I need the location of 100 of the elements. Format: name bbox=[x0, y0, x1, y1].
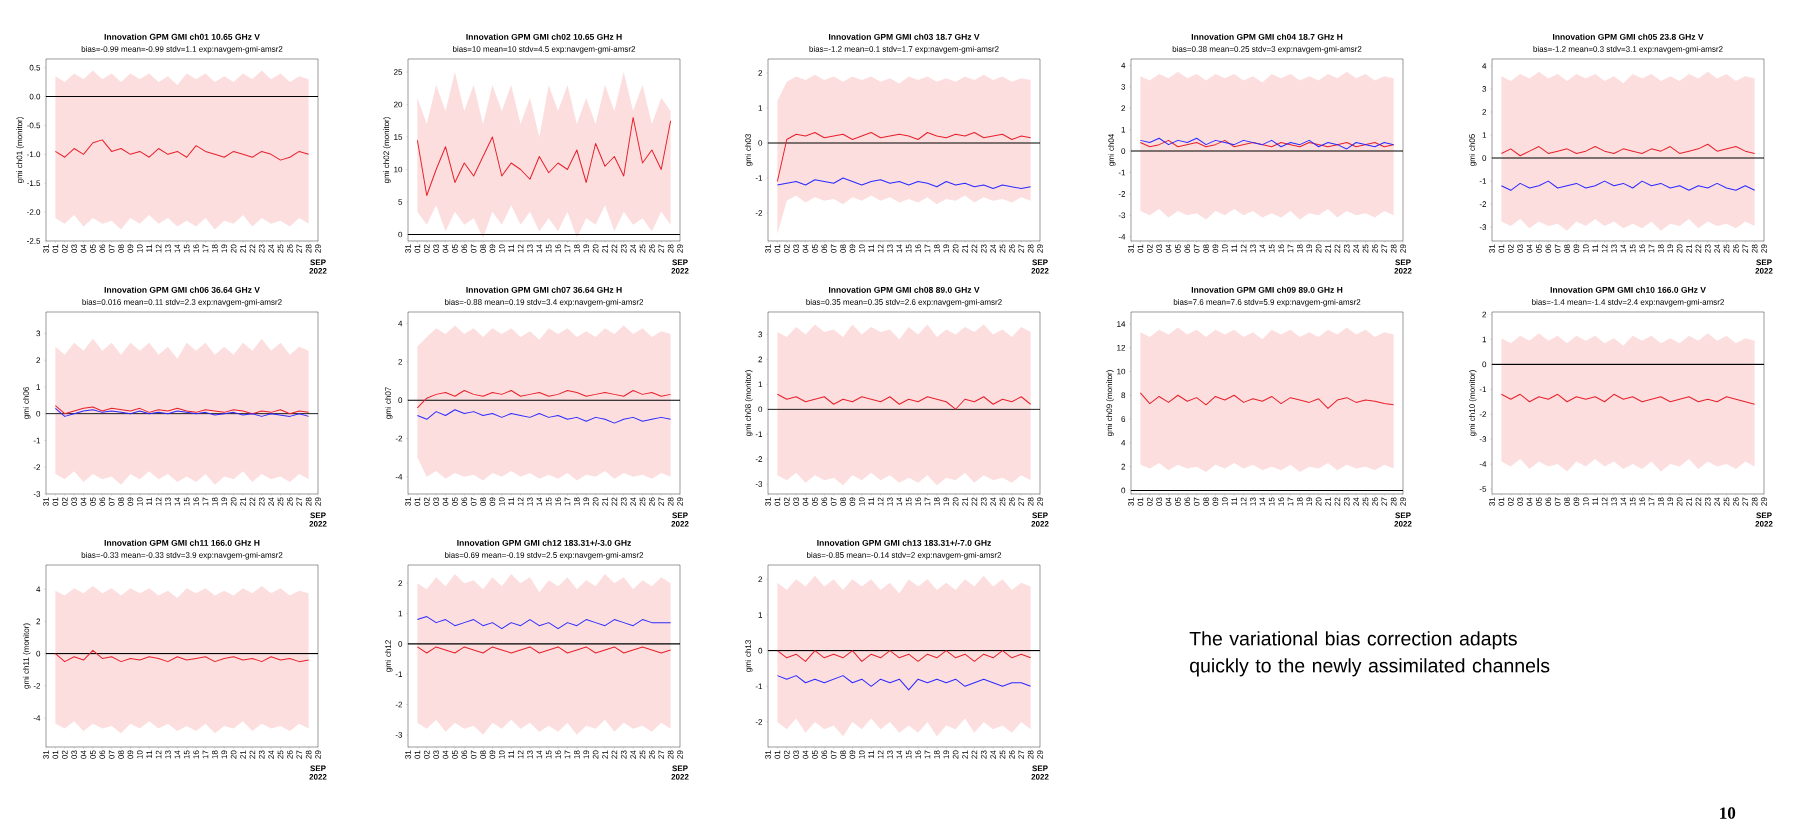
line-series bbox=[54, 649, 310, 663]
x-tick-label: 05 bbox=[452, 497, 458, 506]
x-tick-label: 18 bbox=[934, 497, 940, 506]
x-tick-label: 14 bbox=[896, 244, 903, 253]
x-tick-label: 11 bbox=[868, 497, 874, 505]
y-tick-label: 0 bbox=[1121, 148, 1126, 154]
x-tick-label: 03 bbox=[433, 497, 439, 506]
x-tick-label: 11 bbox=[1592, 497, 1598, 505]
x-tick-label: 31 bbox=[405, 750, 411, 759]
x-tick-label: 03 bbox=[793, 750, 799, 759]
y-tick-label: -1.0 bbox=[27, 151, 41, 158]
y-tick-label: 0 bbox=[36, 650, 41, 657]
x-tick-label: 17 bbox=[564, 750, 571, 759]
x-tick-label: 16 bbox=[1278, 497, 1284, 506]
x-tick-label: 16 bbox=[193, 244, 199, 253]
x-tick-label: 07 bbox=[830, 750, 837, 759]
y-tick-label: -2 bbox=[395, 701, 403, 708]
x-tick-label: 31 bbox=[1128, 497, 1134, 506]
x-tick-label: 24 bbox=[1714, 497, 1720, 506]
x-tick-label: 02 bbox=[1507, 244, 1514, 253]
x-tick-label: 14 bbox=[174, 497, 181, 506]
chart-title: Innovation GPM GMI ch03 18.7 GHz V bbox=[829, 33, 980, 40]
x-tick-label: 24 bbox=[1353, 497, 1359, 506]
x-tick-label: 06 bbox=[99, 497, 106, 506]
x-tick-label: 29 bbox=[315, 244, 321, 253]
x-tick-label: 26 bbox=[1009, 497, 1015, 506]
x-tick-label: 21 bbox=[962, 750, 968, 759]
x-axis-title: SEP 2022 bbox=[309, 512, 327, 527]
x-tick-label: 18 bbox=[212, 750, 218, 759]
x-tick-label: 17 bbox=[1287, 244, 1294, 253]
y-tick-label: 1 bbox=[758, 381, 763, 388]
x-tick-label: 07 bbox=[1193, 497, 1200, 506]
y-axis-title: gmi ch03 bbox=[745, 134, 753, 166]
x-tick-label: 16 bbox=[193, 497, 199, 506]
x-tick-label: 26 bbox=[1372, 244, 1378, 253]
x-tick-label: 25 bbox=[1362, 497, 1369, 506]
x-tick-label: 13 bbox=[165, 750, 171, 759]
x-tick-label: 28 bbox=[1751, 497, 1758, 506]
x-tick-label: 09 bbox=[1573, 244, 1580, 253]
x-tick-label: 09 bbox=[127, 497, 134, 506]
x-tick-label: 25 bbox=[1723, 497, 1730, 506]
y-tick-label: 0.0 bbox=[29, 93, 41, 100]
line-series bbox=[1139, 392, 1395, 409]
x-tick-label: 07 bbox=[108, 750, 115, 759]
y-tick-label: 0 bbox=[36, 410, 41, 417]
y-tick-label: 0 bbox=[758, 140, 763, 146]
x-tick-label: 15 bbox=[545, 750, 552, 759]
x-tick-label: 22 bbox=[611, 497, 618, 506]
x-tick-label: 13 bbox=[887, 244, 893, 253]
x-tick-label: 14 bbox=[536, 244, 543, 253]
x-tick-label: 13 bbox=[887, 750, 893, 759]
x-tick-label: 06 bbox=[99, 750, 106, 759]
x-tick-label: 17 bbox=[924, 750, 931, 759]
chart-subtitle: bias=-1.2 mean=0.1 stdv=1.7 exp:navgem-gmi-amsr2 bbox=[809, 46, 999, 54]
chart-title: Innovation GPM GMI ch11 166.0 GHz H bbox=[104, 539, 260, 546]
x-tick-label: 05 bbox=[90, 750, 96, 759]
x-tick-label: 02 bbox=[423, 244, 430, 253]
x-tick-label: 05 bbox=[1175, 244, 1181, 253]
x-tick-label: 31 bbox=[405, 244, 411, 253]
x-tick-label: 09 bbox=[849, 497, 856, 506]
y-tick-label: 3 bbox=[36, 330, 41, 337]
y-tick-label: -4 bbox=[1479, 461, 1487, 467]
x-tick-label: 26 bbox=[287, 750, 293, 759]
x-axis-title: SEP 2022 bbox=[1755, 512, 1773, 527]
y-tick-label: -2.0 bbox=[27, 209, 41, 215]
x-tick-label: 20 bbox=[952, 244, 959, 253]
x-tick-label: 12 bbox=[155, 497, 162, 506]
y-tick-label: 2 bbox=[36, 357, 41, 363]
x-tick-label: 15 bbox=[545, 497, 552, 506]
x-tick-label: 21 bbox=[602, 244, 608, 253]
x-tick-label: 08 bbox=[118, 497, 124, 506]
text: The variational bias correction adapts quickly to the newly assimilated channels bbox=[1189, 631, 1550, 677]
x-tick-label: 21 bbox=[602, 750, 608, 759]
y-tick-label: 2 bbox=[398, 359, 403, 365]
x-tick-label: 02 bbox=[783, 750, 790, 759]
x-tick-label: 19 bbox=[1306, 497, 1313, 506]
x-tick-label: 13 bbox=[527, 497, 533, 506]
y-tick-label: 0 bbox=[1482, 155, 1487, 161]
x-tick-label: 10 bbox=[858, 750, 865, 759]
x-tick-label: 22 bbox=[249, 750, 256, 759]
x-tick-label: 13 bbox=[165, 497, 171, 506]
x-axis-title: SEP 2022 bbox=[1394, 512, 1412, 527]
x-tick-label: 04 bbox=[442, 497, 449, 506]
x-tick-label: 25 bbox=[277, 244, 284, 253]
x-tick-label: 04 bbox=[1526, 244, 1533, 253]
x-tick-label: 11 bbox=[868, 750, 874, 758]
x-tick-label: 20 bbox=[592, 244, 599, 253]
x-tick-label: 02 bbox=[1507, 497, 1514, 506]
x-tick-label: 26 bbox=[287, 244, 293, 253]
x-tick-label: 18 bbox=[574, 497, 580, 506]
x-tick-label: 14 bbox=[174, 750, 181, 759]
x-tick-label: 22 bbox=[1695, 497, 1702, 506]
chart-title: Innovation GPM GMI ch01 10.65 GHz V bbox=[104, 33, 260, 40]
y-tick-label: 10 bbox=[1117, 368, 1126, 375]
x-tick-label: 25 bbox=[639, 497, 646, 506]
y-tick-label: -2 bbox=[1479, 201, 1487, 207]
y-tick-label: 4 bbox=[36, 586, 41, 592]
y-tick-label: -0.5 bbox=[27, 122, 41, 129]
x-tick-label: 24 bbox=[630, 497, 636, 506]
x-tick-label: 05 bbox=[812, 497, 818, 506]
